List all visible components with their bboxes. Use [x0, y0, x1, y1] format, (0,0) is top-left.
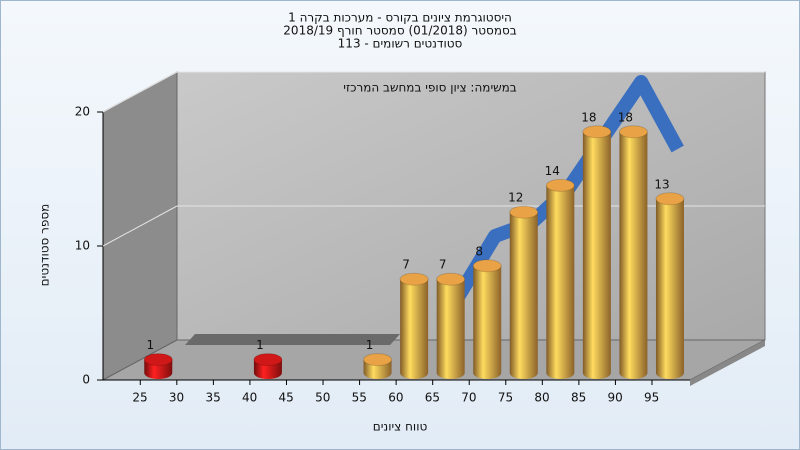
bar: [509, 205, 539, 379]
x-tick-label: 75: [498, 391, 513, 405]
bar: [399, 272, 429, 379]
x-tick-label: 45: [279, 391, 294, 405]
x-tick-label: 90: [608, 391, 623, 405]
annotation: במשימה: ציון סופי במחשב המרכזי: [343, 81, 517, 95]
bar: [143, 353, 173, 379]
x-tick-label: 65: [425, 391, 440, 405]
bar: [618, 125, 648, 379]
data-label: 18: [618, 110, 633, 124]
x-tick-label: 95: [644, 391, 659, 405]
x-tick-label: 30: [169, 391, 184, 405]
data-label: 1: [256, 338, 264, 352]
floor-edge: [690, 340, 765, 386]
data-label: 1: [366, 338, 374, 352]
bar-top: [582, 125, 612, 139]
bar-top: [472, 259, 502, 273]
bar-body: [473, 265, 502, 379]
grid-line: [102, 205, 178, 247]
bar: [363, 353, 393, 379]
bar-body: [436, 279, 465, 379]
data-label: 13: [654, 177, 669, 191]
bar-top: [436, 272, 466, 286]
x-axis-label: טווח ציונים: [373, 420, 428, 434]
bar: [472, 259, 502, 379]
x-tick-label: 70: [461, 391, 476, 405]
bar-top: [363, 353, 393, 367]
data-label: 7: [439, 258, 447, 272]
bar-top: [399, 272, 429, 286]
y-tick-label: 0: [82, 373, 90, 387]
bar: [436, 272, 466, 379]
data-label: 12: [508, 191, 523, 205]
x-tick-label: 60: [388, 391, 403, 405]
bar-body: [582, 131, 611, 379]
x-tick-label: 35: [205, 391, 220, 405]
floor-shadow: [185, 334, 400, 345]
bar: [545, 178, 575, 379]
bar-body: [655, 198, 684, 379]
data-label: 8: [475, 244, 483, 258]
bar-top: [618, 125, 648, 139]
chart-title: סטודנטים רשומים - 113: [338, 37, 463, 51]
y-tick-label: 10: [75, 239, 90, 253]
bar-top: [143, 353, 173, 367]
x-tick-label: 25: [132, 391, 147, 405]
chart-title: בסמסטר (01/2018) סמסטר חורף 2018/19: [283, 24, 516, 38]
grid-line: [102, 71, 178, 113]
chart-title: היסטוגרמת ציונים בקורס - מערכות בקרה 1: [288, 11, 512, 25]
bar-top: [509, 205, 539, 219]
x-tick-label: 80: [534, 391, 549, 405]
bar-body: [619, 131, 648, 379]
bar: [582, 125, 612, 379]
bar-top: [545, 178, 575, 192]
bar-top: [655, 192, 685, 206]
x-tick-label: 40: [242, 391, 257, 405]
y-axis-label: מספר סטודנטים: [38, 204, 52, 287]
x-tick-label: 55: [352, 391, 367, 405]
bar-body: [400, 279, 429, 379]
data-label: 14: [545, 164, 560, 178]
bar: [253, 353, 283, 379]
y-tick-label: 20: [75, 105, 90, 119]
data-label: 7: [402, 258, 410, 272]
data-label: 1: [146, 338, 154, 352]
data-label: 18: [581, 110, 596, 124]
x-tick-label: 85: [571, 391, 586, 405]
bar-body: [509, 212, 538, 379]
x-tick-label: 50: [315, 391, 330, 405]
bar: [655, 192, 685, 379]
bar-top: [253, 353, 283, 367]
bar-body: [546, 185, 575, 379]
